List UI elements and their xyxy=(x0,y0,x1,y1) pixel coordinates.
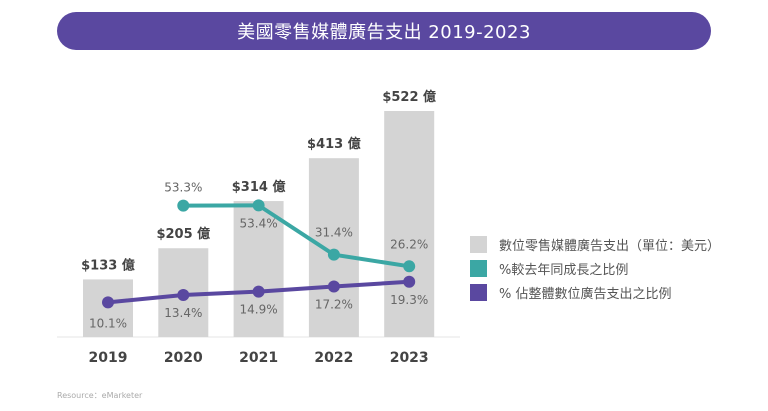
series-0-label-2022: 31.4% xyxy=(315,226,353,240)
x-tick-2019: 2019 xyxy=(89,350,128,366)
bar-label-2023: $522 億 xyxy=(382,89,436,105)
bar-2023 xyxy=(384,111,435,337)
series-1-label-2022: 17.2% xyxy=(315,297,353,311)
series-1-point-2022 xyxy=(327,280,340,293)
legend-item-share: % 佔整體數位廣告支出之比例 xyxy=(470,280,720,304)
series-0-label-2023: 26.2% xyxy=(390,237,428,251)
legend-swatch-bars xyxy=(470,235,487,253)
bar-label-2022: $413 億 xyxy=(307,136,361,152)
series-1-point-2023 xyxy=(403,275,416,288)
series-1-label-2020: 13.4% xyxy=(164,306,202,320)
series-1-label-2019: 10.1% xyxy=(89,316,127,330)
legend-label-bars: 數位零售媒體廣告支出（單位：美元） xyxy=(499,238,721,254)
bar-label-2021: $314 億 xyxy=(232,179,286,195)
legend-item-bars: 數位零售媒體廣告支出（單位：美元） xyxy=(470,232,720,256)
x-tick-2023: 2023 xyxy=(390,350,429,366)
x-tick-2022: 2022 xyxy=(314,350,353,366)
series-0-point-2023 xyxy=(403,260,416,273)
series-1-point-2021 xyxy=(252,285,265,298)
legend-swatch-growth xyxy=(470,259,487,277)
source-note: Resource：eMarketer xyxy=(57,391,143,400)
legend: 數位零售媒體廣告支出（單位：美元） %較去年同成長之比例 % 佔整體數位廣告支出… xyxy=(470,232,720,304)
bar-2021 xyxy=(233,201,284,337)
series-0-point-2022 xyxy=(327,248,340,261)
series-0-label-2021: 53.4% xyxy=(240,216,278,230)
bar-label-2020: $205 億 xyxy=(156,226,210,242)
series-0-point-2021 xyxy=(252,199,265,212)
series-line-0 xyxy=(183,203,410,269)
series-0-point-2020 xyxy=(177,199,190,212)
chart-title: 美國零售媒體廣告支出 2019-2023 xyxy=(57,12,711,50)
x-tick-2020: 2020 xyxy=(164,350,203,366)
series-1-label-2021: 14.9% xyxy=(240,303,278,317)
series-1-label-2023: 19.3% xyxy=(390,293,428,307)
series-0-label-2020: 53.3% xyxy=(164,181,202,195)
series-1-point-2019 xyxy=(102,296,114,309)
legend-swatch-share xyxy=(470,283,487,301)
series-1-point-2020 xyxy=(177,288,190,301)
legend-label-share: % 佔整體數位廣告支出之比例 xyxy=(499,286,672,302)
legend-item-growth: %較去年同成長之比例 xyxy=(470,256,720,280)
x-tick-2021: 2021 xyxy=(239,350,278,366)
legend-label-growth: %較去年同成長之比例 xyxy=(499,262,629,278)
bar-label-2019: $133 億 xyxy=(81,257,135,273)
bar-2022 xyxy=(308,158,359,337)
